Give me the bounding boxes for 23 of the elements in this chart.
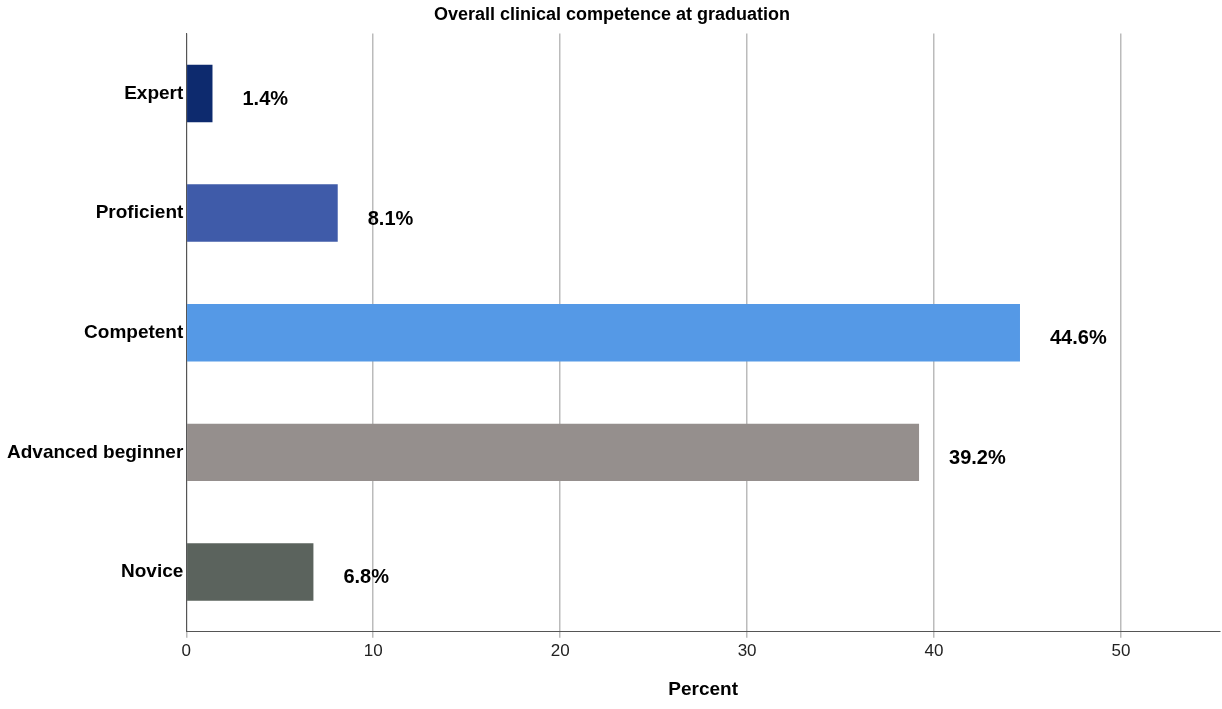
data-label: 39.2% [949, 445, 1006, 468]
y-tick-label: Novice [121, 560, 184, 582]
x-tick-label: 0 [181, 640, 192, 660]
chart-title: Overall clinical competence at graduation [433, 3, 791, 24]
bar [187, 543, 314, 601]
data-label: 44.6% [1049, 326, 1107, 349]
x-tick-label: 40 [924, 640, 944, 660]
x-axis-title: Percent [668, 677, 739, 699]
data-label: 8.1% [367, 206, 414, 229]
data-label: 6.8% [343, 565, 390, 588]
x-tick-label: 10 [363, 640, 383, 660]
x-tick-label: 50 [1111, 640, 1131, 660]
y-tick-label: Advanced beginner [6, 440, 184, 462]
bar [187, 64, 213, 123]
bar [187, 423, 920, 482]
bar [187, 303, 1020, 362]
y-tick-label: Competent [84, 320, 184, 342]
y-tick-label: Proficient [95, 201, 184, 223]
x-tick-label: 20 [550, 640, 570, 660]
y-tick-label: Expert [124, 81, 184, 103]
x-tick-label: 30 [737, 640, 757, 660]
data-label: 1.4% [242, 86, 289, 109]
bar [187, 184, 338, 242]
